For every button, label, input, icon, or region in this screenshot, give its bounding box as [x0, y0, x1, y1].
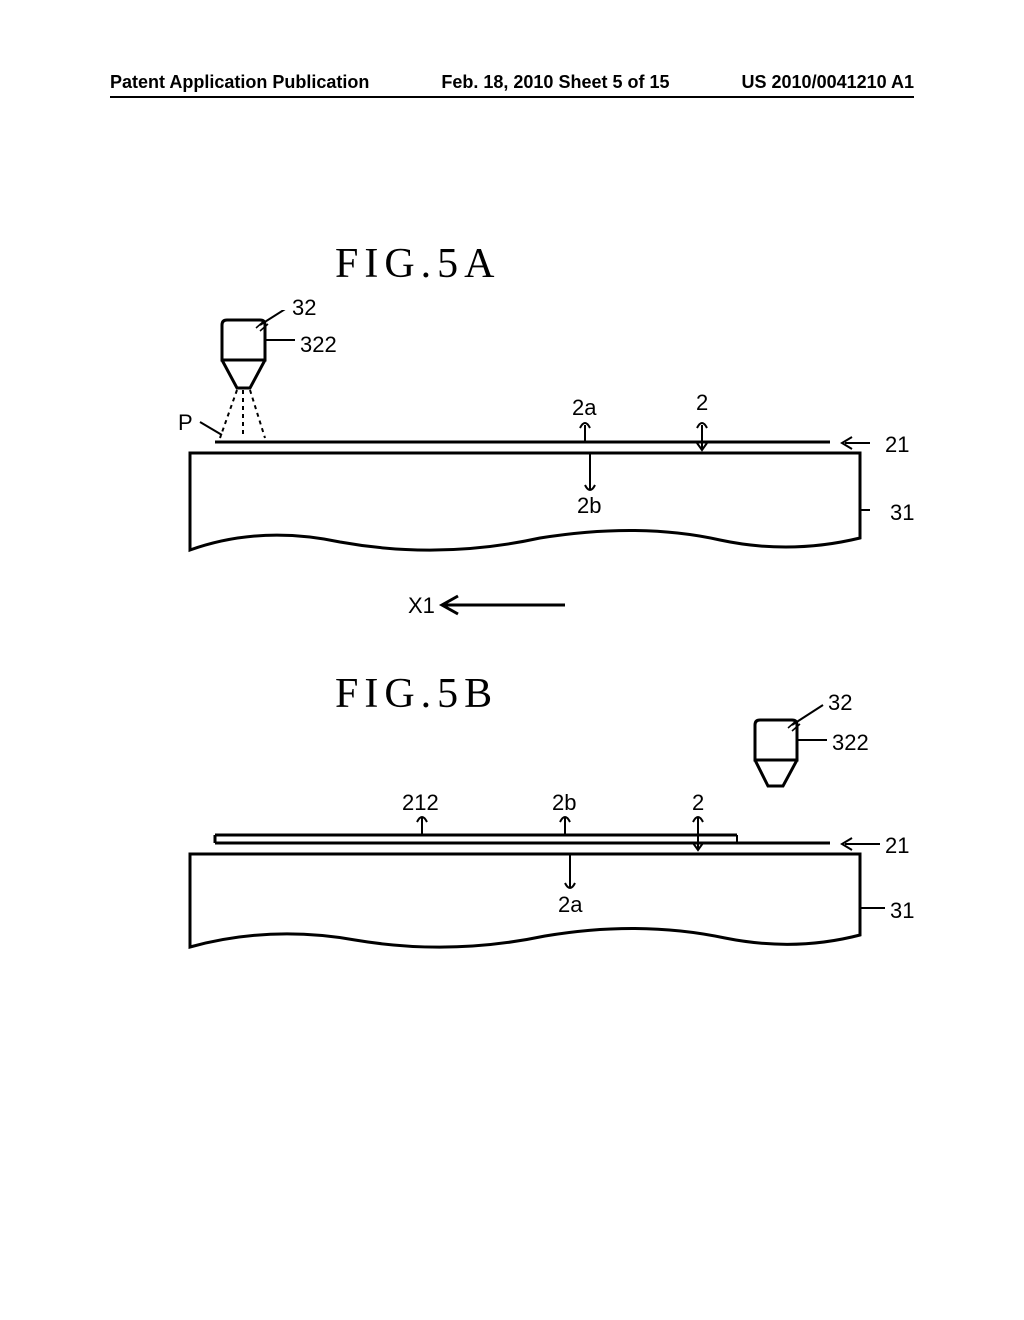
label-212: 212: [402, 790, 439, 816]
header-center: Feb. 18, 2010 Sheet 5 of 15: [441, 72, 669, 93]
label-2b-b: 2b: [552, 790, 576, 816]
label-P: P: [178, 410, 193, 436]
header-left: Patent Application Publication: [110, 72, 369, 93]
label-322-b: 322: [832, 730, 869, 756]
fig5a-diagram: 32 322 P 2a 2 2b 21 31 X1: [140, 310, 870, 650]
label-2-a: 2: [696, 390, 708, 416]
label-2a-b: 2a: [558, 892, 582, 918]
fig5b-svg: [140, 700, 900, 990]
fig5a-svg: [140, 310, 870, 650]
label-2a-a: 2a: [572, 395, 596, 421]
label-31-a: 31: [890, 500, 914, 526]
header-divider: [110, 96, 914, 98]
label-X1: X1: [408, 593, 435, 619]
label-32-b: 32: [828, 690, 852, 716]
label-322-a: 322: [300, 332, 337, 358]
fig5a-title: FIG.5A: [335, 240, 501, 288]
label-31-b: 31: [890, 898, 914, 924]
page-header: Patent Application Publication Feb. 18, …: [0, 72, 1024, 93]
fig5b-diagram: 32 322 212 2b 2 2a 21 31: [140, 700, 900, 990]
label-32-a: 32: [292, 295, 316, 321]
label-2-b: 2: [692, 790, 704, 816]
label-21-b: 21: [885, 833, 909, 859]
label-21-a: 21: [885, 432, 909, 458]
label-2b-a: 2b: [577, 493, 601, 519]
header-right: US 2010/0041210 A1: [742, 72, 914, 93]
